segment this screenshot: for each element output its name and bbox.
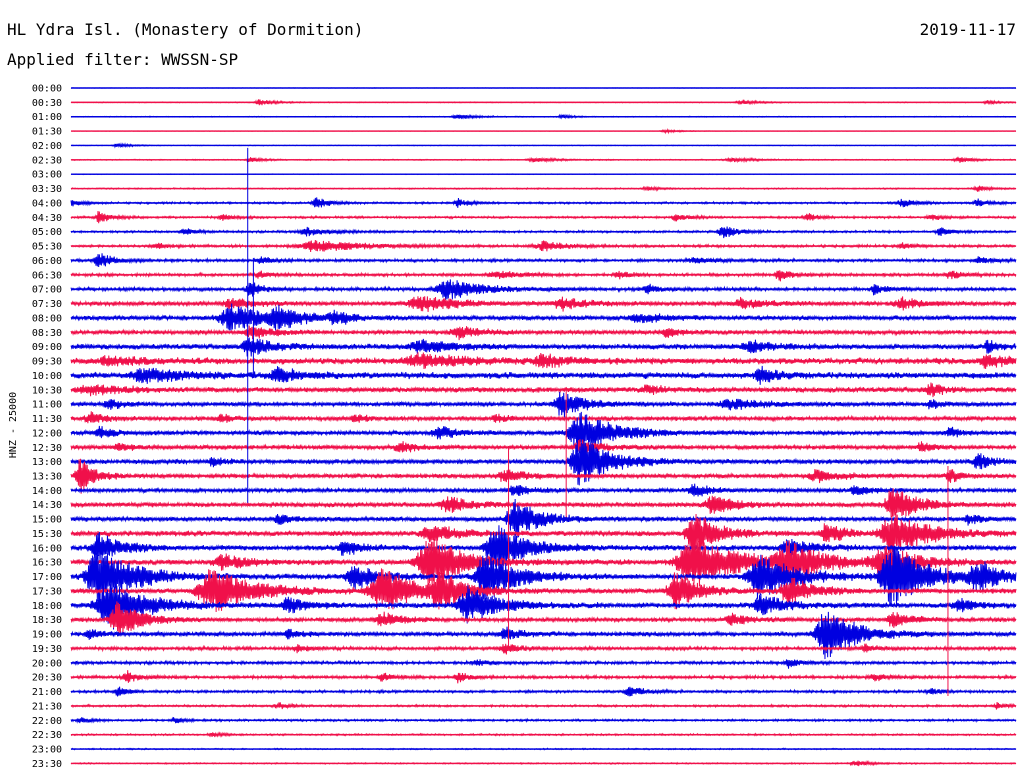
time-tick-label: 19:30 xyxy=(32,644,62,655)
trace-line xyxy=(70,411,1017,424)
time-tick-label: 23:30 xyxy=(32,759,62,770)
time-tick-label: 09:30 xyxy=(32,357,62,368)
time-tick-label: 20:00 xyxy=(32,658,62,669)
trace-line xyxy=(70,337,1017,357)
time-tick-label: 23:00 xyxy=(32,745,62,756)
trace-line xyxy=(70,439,1017,454)
time-tick-label: 00:00 xyxy=(32,84,62,95)
trace-line xyxy=(70,659,1017,669)
filter-label: Applied filter: WWSSN-SP xyxy=(7,50,239,69)
time-tick-label: 12:30 xyxy=(32,443,62,454)
time-tick-label: 09:00 xyxy=(32,342,62,353)
time-tick-label: 19:00 xyxy=(32,630,62,641)
time-tick-label: 15:00 xyxy=(32,515,62,526)
time-tick-label: 21:30 xyxy=(32,701,62,712)
time-tick-label: 12:00 xyxy=(32,428,62,439)
time-tick-label: 22:30 xyxy=(32,730,62,741)
time-tick-label: 15:30 xyxy=(32,529,62,540)
time-tick-label: 04:30 xyxy=(32,213,62,224)
trace-line xyxy=(70,538,1017,588)
y-axis-label: HNZ - 25000 xyxy=(8,392,19,458)
time-tick-label: 14:00 xyxy=(32,486,62,497)
time-tick-label: 14:30 xyxy=(32,500,62,511)
time-tick-label: 13:00 xyxy=(32,457,62,468)
time-tick-label: 18:00 xyxy=(32,601,62,612)
time-tick-label: 17:30 xyxy=(32,586,62,597)
time-tick-label: 06:30 xyxy=(32,270,62,281)
time-tick-label: 16:00 xyxy=(32,543,62,554)
time-tick-label: 03:30 xyxy=(32,184,62,195)
time-tick-label: 08:30 xyxy=(32,328,62,339)
time-tick-label: 05:30 xyxy=(32,242,62,253)
record-date: 2019-11-17 xyxy=(919,20,1016,39)
trace-line xyxy=(70,568,1017,613)
time-tick-label: 05:00 xyxy=(32,227,62,238)
time-tick-label: 10:30 xyxy=(32,385,62,396)
time-tick-label: 11:30 xyxy=(32,414,62,425)
time-tick-label: 03:00 xyxy=(32,170,62,181)
time-tick-label: 16:30 xyxy=(32,558,62,569)
trace-line xyxy=(70,303,1017,331)
tick-label-group: 00:00 00:30 01:00 01:30 02:00 02:30 03:00 03:30… xyxy=(32,84,62,770)
time-tick-label: 02:30 xyxy=(32,155,62,166)
time-tick-label: 02:00 xyxy=(32,141,62,152)
time-tick-label: 13:30 xyxy=(32,471,62,482)
time-tick-label: 04:00 xyxy=(32,198,62,209)
time-tick-label: 10:00 xyxy=(32,371,62,382)
time-tick-label: 22:00 xyxy=(32,716,62,727)
time-tick-label: 01:00 xyxy=(32,112,62,123)
station-title: HL Ydra Isl. (Monastery of Dormition) xyxy=(7,20,364,39)
time-tick-label: 20:30 xyxy=(32,673,62,684)
trace-group xyxy=(70,87,1017,767)
time-tick-label: 07:00 xyxy=(32,285,62,296)
time-tick-label: 17:00 xyxy=(32,572,62,583)
time-tick-label: 08:00 xyxy=(32,313,62,324)
time-tick-label: 07:30 xyxy=(32,299,62,310)
time-tick-label: 18:30 xyxy=(32,615,62,626)
time-tick-label: 21:00 xyxy=(32,687,62,698)
time-tick-label: 11:00 xyxy=(32,400,62,411)
time-tick-label: 00:30 xyxy=(32,98,62,109)
trace-line xyxy=(70,270,1017,282)
time-tick-label: 06:00 xyxy=(32,256,62,267)
time-tick-label: 01:30 xyxy=(32,127,62,138)
